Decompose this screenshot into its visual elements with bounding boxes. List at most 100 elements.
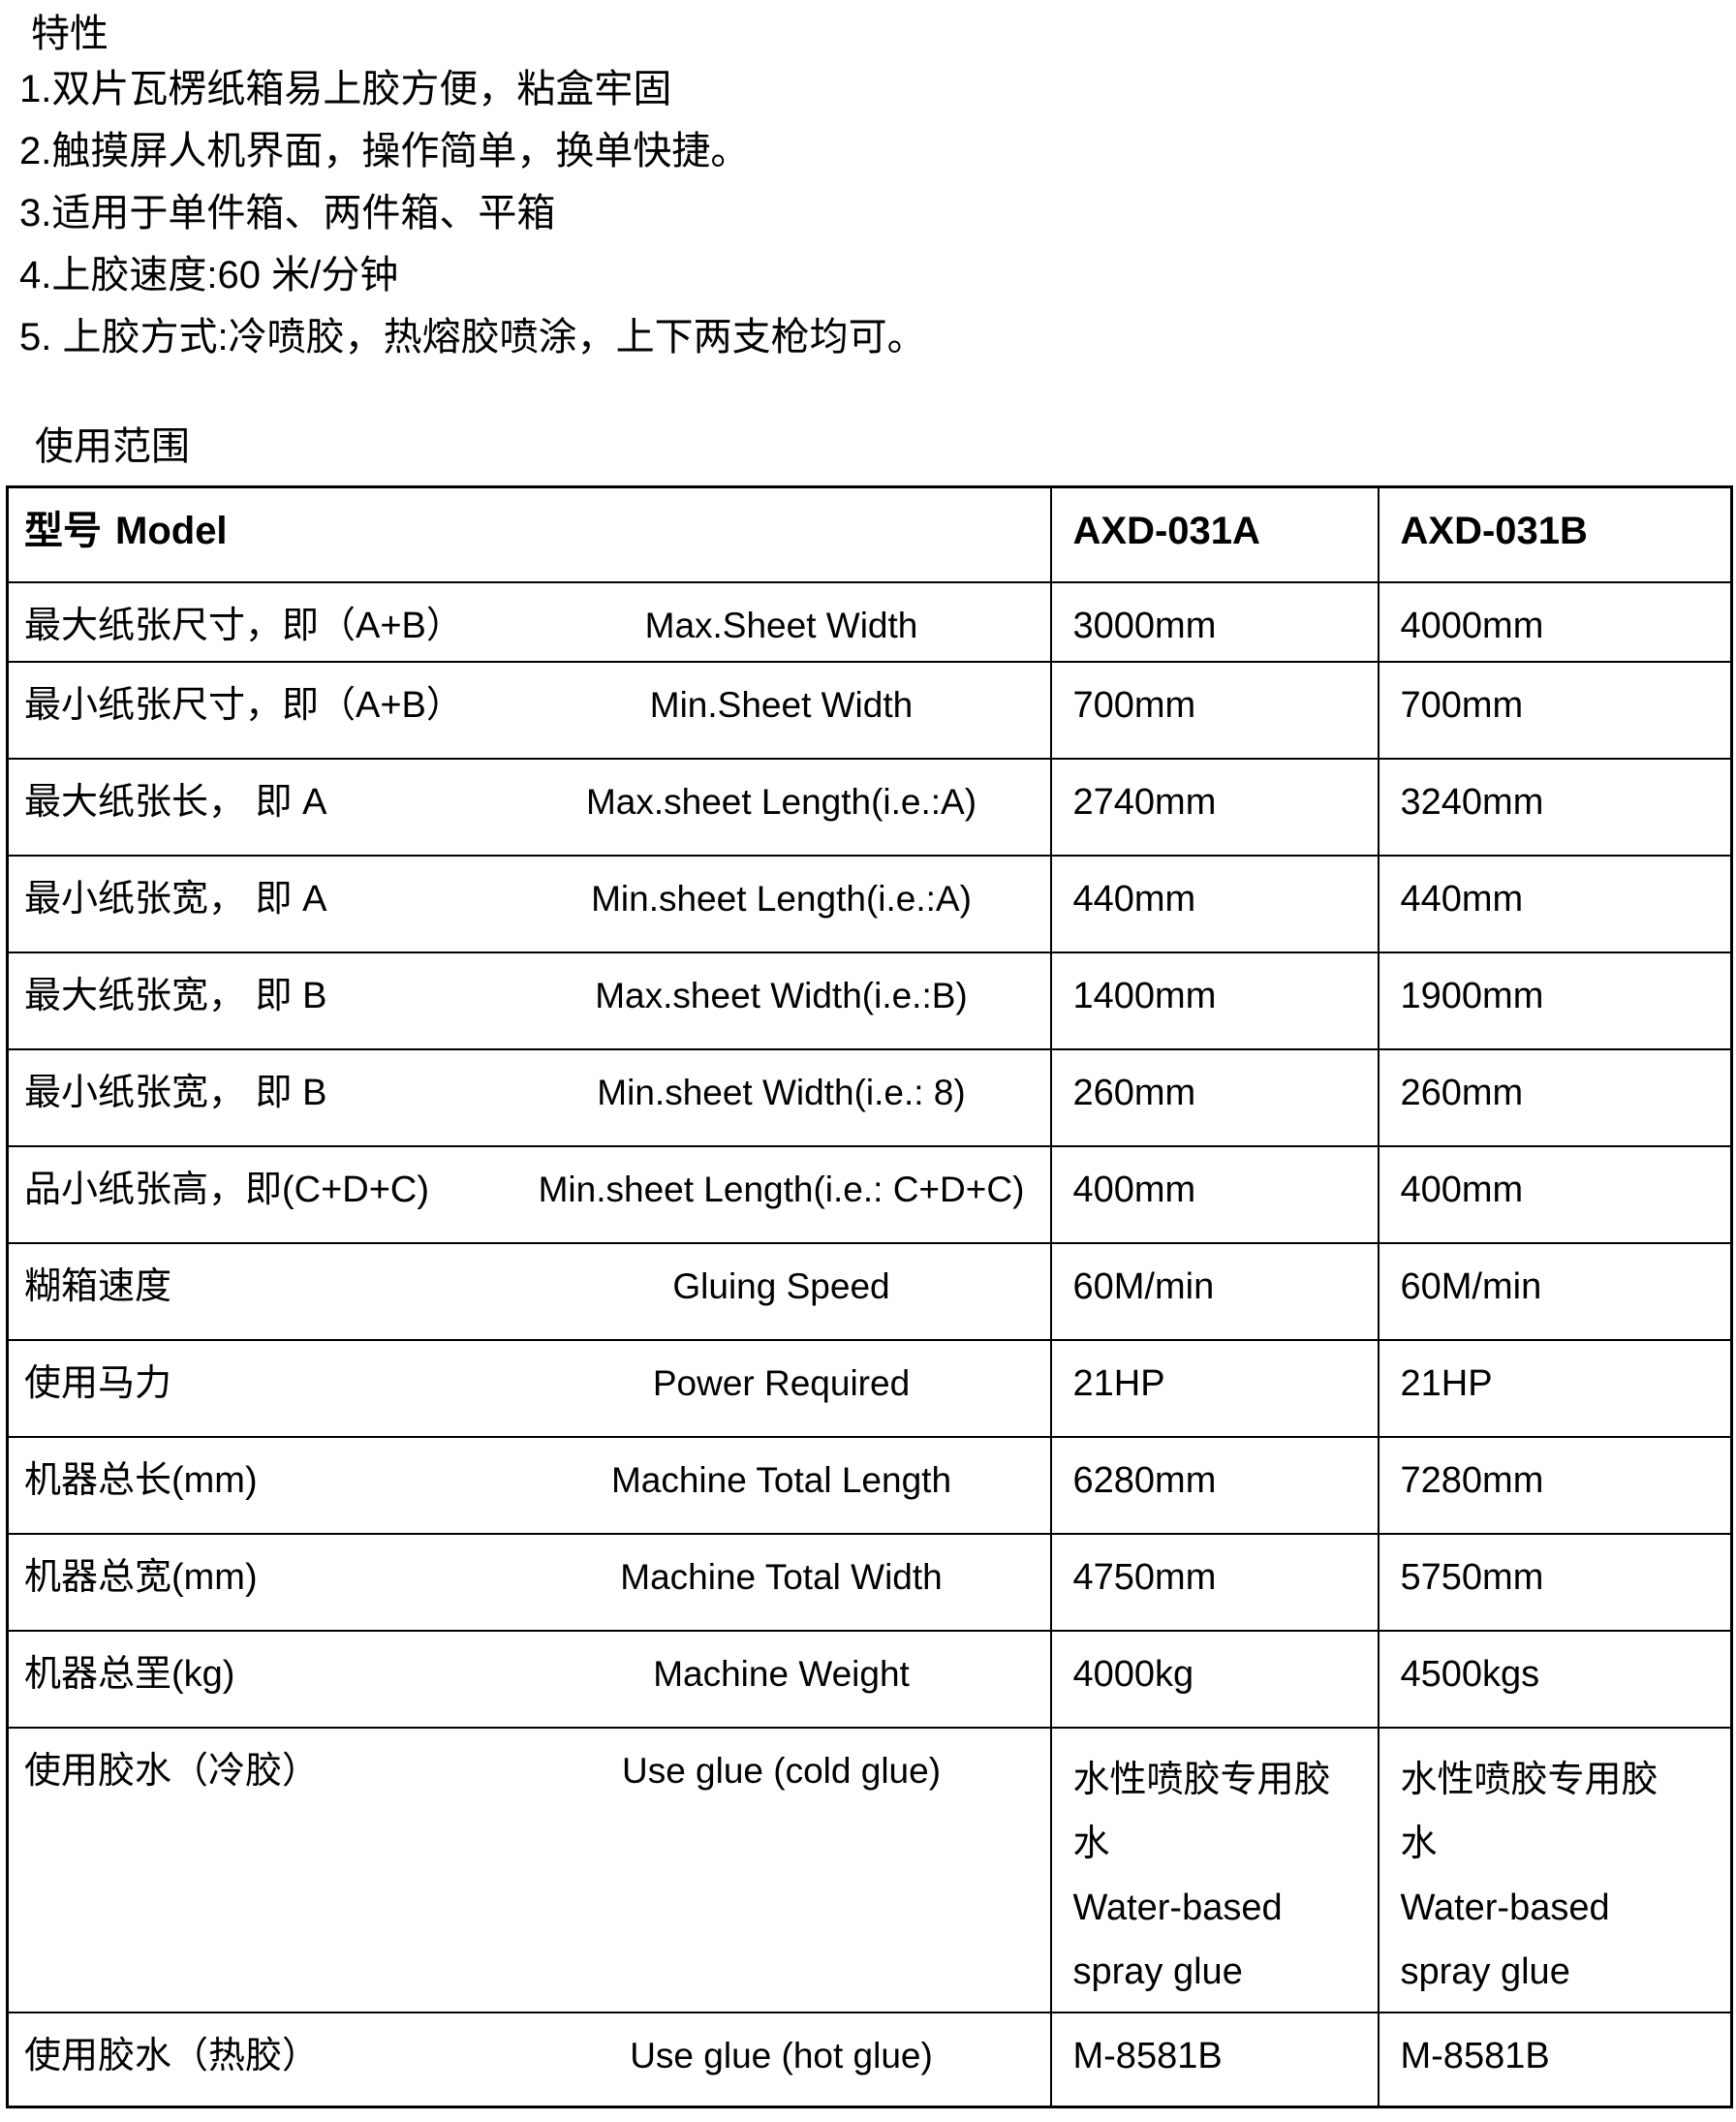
spec-label-en: Max.Sheet Width xyxy=(644,605,918,645)
spec-label-cell: 最大纸张尺寸，即（A+B） Max.Sheet Width xyxy=(6,580,1052,663)
spec-label-cell: 糊箱速度 Gluing Speed xyxy=(6,1241,1052,1341)
table-header-row: 型号 Model AXD-031A AXD-031B xyxy=(6,485,1733,583)
spec-value-b: 水性喷胶专用胶水 Water-based spray glue xyxy=(1377,1726,1733,2013)
spec-label-zh: 最大纸张长， 即 A xyxy=(24,781,327,823)
spec-value-b: 1900mm xyxy=(1377,951,1733,1050)
spec-value-b: 4000mm xyxy=(1377,580,1733,663)
spec-value-a: M-8581B xyxy=(1049,2011,1380,2108)
spec-value-a: 60M/min xyxy=(1049,1241,1380,1341)
spec-label-en: Min.sheet Width(i.e.: 8) xyxy=(597,1072,966,1112)
feature-item-4: 4.上胶速度:60 米/分钟 xyxy=(19,254,399,296)
spec-label-zh: 使用胶水（热胶） xyxy=(24,2035,320,2076)
spec-label-cell: 最大纸张长， 即 A Max.sheet Length(i.e.:A) xyxy=(6,757,1052,857)
spec-label-en: Max.sheet Width(i.e.:B) xyxy=(595,975,968,1015)
spec-label-zh: 最大纸张尺寸，即（A+B） xyxy=(24,605,463,646)
spec-label-en: Min.sheet Length(i.e.:A) xyxy=(591,878,972,919)
spec-value-b: 21HP xyxy=(1377,1338,1733,1438)
spec-value-b: 60M/min xyxy=(1377,1241,1733,1341)
glue-value-en: Water-based spray glue xyxy=(1400,1887,1610,1992)
spec-value-a: 700mm xyxy=(1049,660,1380,760)
table-row: 品小纸张高，即(C+D+C) Min.sheet Length(i.e.: C+… xyxy=(6,1144,1733,1244)
feature-item-1: 1.双片瓦楞纸箱易上胶方便，粘盒牢固 xyxy=(19,68,672,110)
header-model-a: AXD-031A xyxy=(1049,485,1380,583)
table-row: 使用胶水（热胶） Use glue (hot glue) M-8581B M-8… xyxy=(6,2011,1733,2108)
spec-value-a: 2740mm xyxy=(1049,757,1380,857)
table-row: 使用马力 Power Required 21HP 21HP xyxy=(6,1338,1733,1438)
spec-label-en: Power Required xyxy=(652,1362,911,1403)
spec-label-zh: 品小纸张高，即(C+D+C) xyxy=(24,1169,430,1210)
spec-value-b: 4500kgs xyxy=(1377,1629,1733,1729)
spec-value-a: 440mm xyxy=(1049,854,1380,953)
glue-value-en: Water-based spray glue xyxy=(1072,1887,1283,1992)
spec-value-b: 700mm xyxy=(1377,660,1733,760)
spec-value-a: 1400mm xyxy=(1049,951,1380,1050)
spec-label-cell: 使用胶水（冷胶） Use glue (cold glue) xyxy=(6,1726,1052,2013)
glue-value-zh: 水性喷胶专用胶水 xyxy=(1400,1759,1658,1864)
spec-label-zh: 糊箱速度 xyxy=(24,1265,172,1307)
table-row: 最小纸张宽， 即 A Min.sheet Length(i.e.:A) 440m… xyxy=(6,854,1733,953)
spec-value-b: 5750mm xyxy=(1377,1532,1733,1632)
table-row: 最小纸张宽， 即 B Min.sheet Width(i.e.: 8) 260m… xyxy=(6,1047,1733,1147)
spec-label-zh: 最小纸张宽， 即 A xyxy=(24,878,327,920)
spec-label-zh: 使用胶水（冷胶） xyxy=(24,1750,320,1792)
spec-label-zh: 机器总罜(kg) xyxy=(24,1653,235,1695)
spec-label-zh: 最小纸张尺寸，即（A+B） xyxy=(24,684,463,726)
glue-value-zh: 水性喷胶专用胶水 xyxy=(1072,1759,1331,1864)
spec-label-en: Machine Total Length xyxy=(610,1459,952,1500)
table-row: 机器总宽(mm) Machine Total Width 4750mm 5750… xyxy=(6,1532,1733,1632)
spec-label-zh: 使用马力 xyxy=(24,1362,172,1404)
spec-label-en: Use glue (cold glue) xyxy=(621,1750,942,1791)
spec-value-a: 4000kg xyxy=(1049,1629,1380,1729)
header-model-en: Model xyxy=(115,510,228,552)
scope-title: 使用范围 xyxy=(35,425,190,468)
spec-label-cell: 最小纸张宽， 即 B Min.sheet Width(i.e.: 8) xyxy=(6,1047,1052,1147)
feature-item-2: 2.触摸屏人机界面，操作简单，换单快捷。 xyxy=(19,130,750,172)
spec-label-zh: 机器总宽(mm) xyxy=(24,1556,258,1598)
spec-label-en: Min.Sheet Width xyxy=(649,684,914,725)
spec-label-cell: 使用胶水（热胶） Use glue (hot glue) xyxy=(6,2011,1052,2108)
spec-label-cell: 品小纸张高，即(C+D+C) Min.sheet Length(i.e.: C+… xyxy=(6,1144,1052,1244)
spec-label-en: Gluing Speed xyxy=(672,1265,890,1306)
header-model-b: AXD-031B xyxy=(1377,485,1733,583)
table-row: 最大纸张长， 即 A Max.sheet Length(i.e.:A) 2740… xyxy=(6,757,1733,857)
spec-label-en: Max.sheet Length(i.e.:A) xyxy=(585,781,977,822)
spec-value-a: 4750mm xyxy=(1049,1532,1380,1632)
header-model-zh: 型号 xyxy=(24,510,102,552)
table-row: 机器总长(mm) Machine Total Length 6280mm 728… xyxy=(6,1435,1733,1535)
spec-label-cell: 使用马力 Power Required xyxy=(6,1338,1052,1438)
spec-label-cell: 机器总长(mm) Machine Total Length xyxy=(6,1435,1052,1535)
spec-value-b: 7280mm xyxy=(1377,1435,1733,1535)
table-row: 最大纸张宽， 即 B Max.sheet Width(i.e.:B) 1400m… xyxy=(6,951,1733,1050)
spec-value-a: 6280mm xyxy=(1049,1435,1380,1535)
spec-label-en: Machine Total Width xyxy=(620,1556,943,1597)
spec-value-a: 水性喷胶专用胶水 Water-based spray glue xyxy=(1049,1726,1380,2013)
spec-label-cell: 机器总罜(kg) Machine Weight xyxy=(6,1629,1052,1729)
spec-label-zh: 最小纸张宽， 即 B xyxy=(24,1072,327,1113)
spec-value-b: 260mm xyxy=(1377,1047,1733,1147)
table-row: 最大纸张尺寸，即（A+B） Max.Sheet Width 3000mm 400… xyxy=(6,580,1733,663)
spec-value-b: 3240mm xyxy=(1377,757,1733,857)
spec-label-zh: 机器总长(mm) xyxy=(24,1459,258,1501)
spec-label-cell: 最小纸张宽， 即 A Min.sheet Length(i.e.:A) xyxy=(6,854,1052,953)
spec-label-zh: 最大纸张宽， 即 B xyxy=(24,975,327,1016)
feature-item-5: 5. 上胶方式:冷喷胶，热熔胶喷涂，上下两支枪均可。 xyxy=(19,316,926,359)
header-model-cell: 型号 Model xyxy=(6,485,1052,583)
spec-value-a: 260mm xyxy=(1049,1047,1380,1147)
spec-value-a: 3000mm xyxy=(1049,580,1380,663)
features-title: 特性 xyxy=(31,13,108,55)
table-row: 机器总罜(kg) Machine Weight 4000kg 4500kgs xyxy=(6,1629,1733,1729)
spec-label-cell: 最小纸张尺寸，即（A+B） Min.Sheet Width xyxy=(6,660,1052,760)
spec-value-b: 400mm xyxy=(1377,1144,1733,1244)
spec-label-cell: 机器总宽(mm) Machine Total Width xyxy=(6,1532,1052,1632)
spec-label-en: Machine Weight xyxy=(653,1653,910,1694)
feature-item-3: 3.适用于单件箱、两件箱、平箱 xyxy=(19,192,556,234)
table-row: 糊箱速度 Gluing Speed 60M/min 60M/min xyxy=(6,1241,1733,1341)
table-row: 使用胶水（冷胶） Use glue (cold glue) 水性喷胶专用胶水 W… xyxy=(6,1726,1733,2013)
table-row: 最小纸张尺寸，即（A+B） Min.Sheet Width 700mm 700m… xyxy=(6,660,1733,760)
spec-label-en: Min.sheet Length(i.e.: C+D+C) xyxy=(538,1169,1025,1209)
spec-value-b: M-8581B xyxy=(1377,2011,1733,2108)
spec-value-b: 440mm xyxy=(1377,854,1733,953)
spec-value-a: 21HP xyxy=(1049,1338,1380,1438)
spec-label-en: Use glue (hot glue) xyxy=(630,2035,933,2075)
